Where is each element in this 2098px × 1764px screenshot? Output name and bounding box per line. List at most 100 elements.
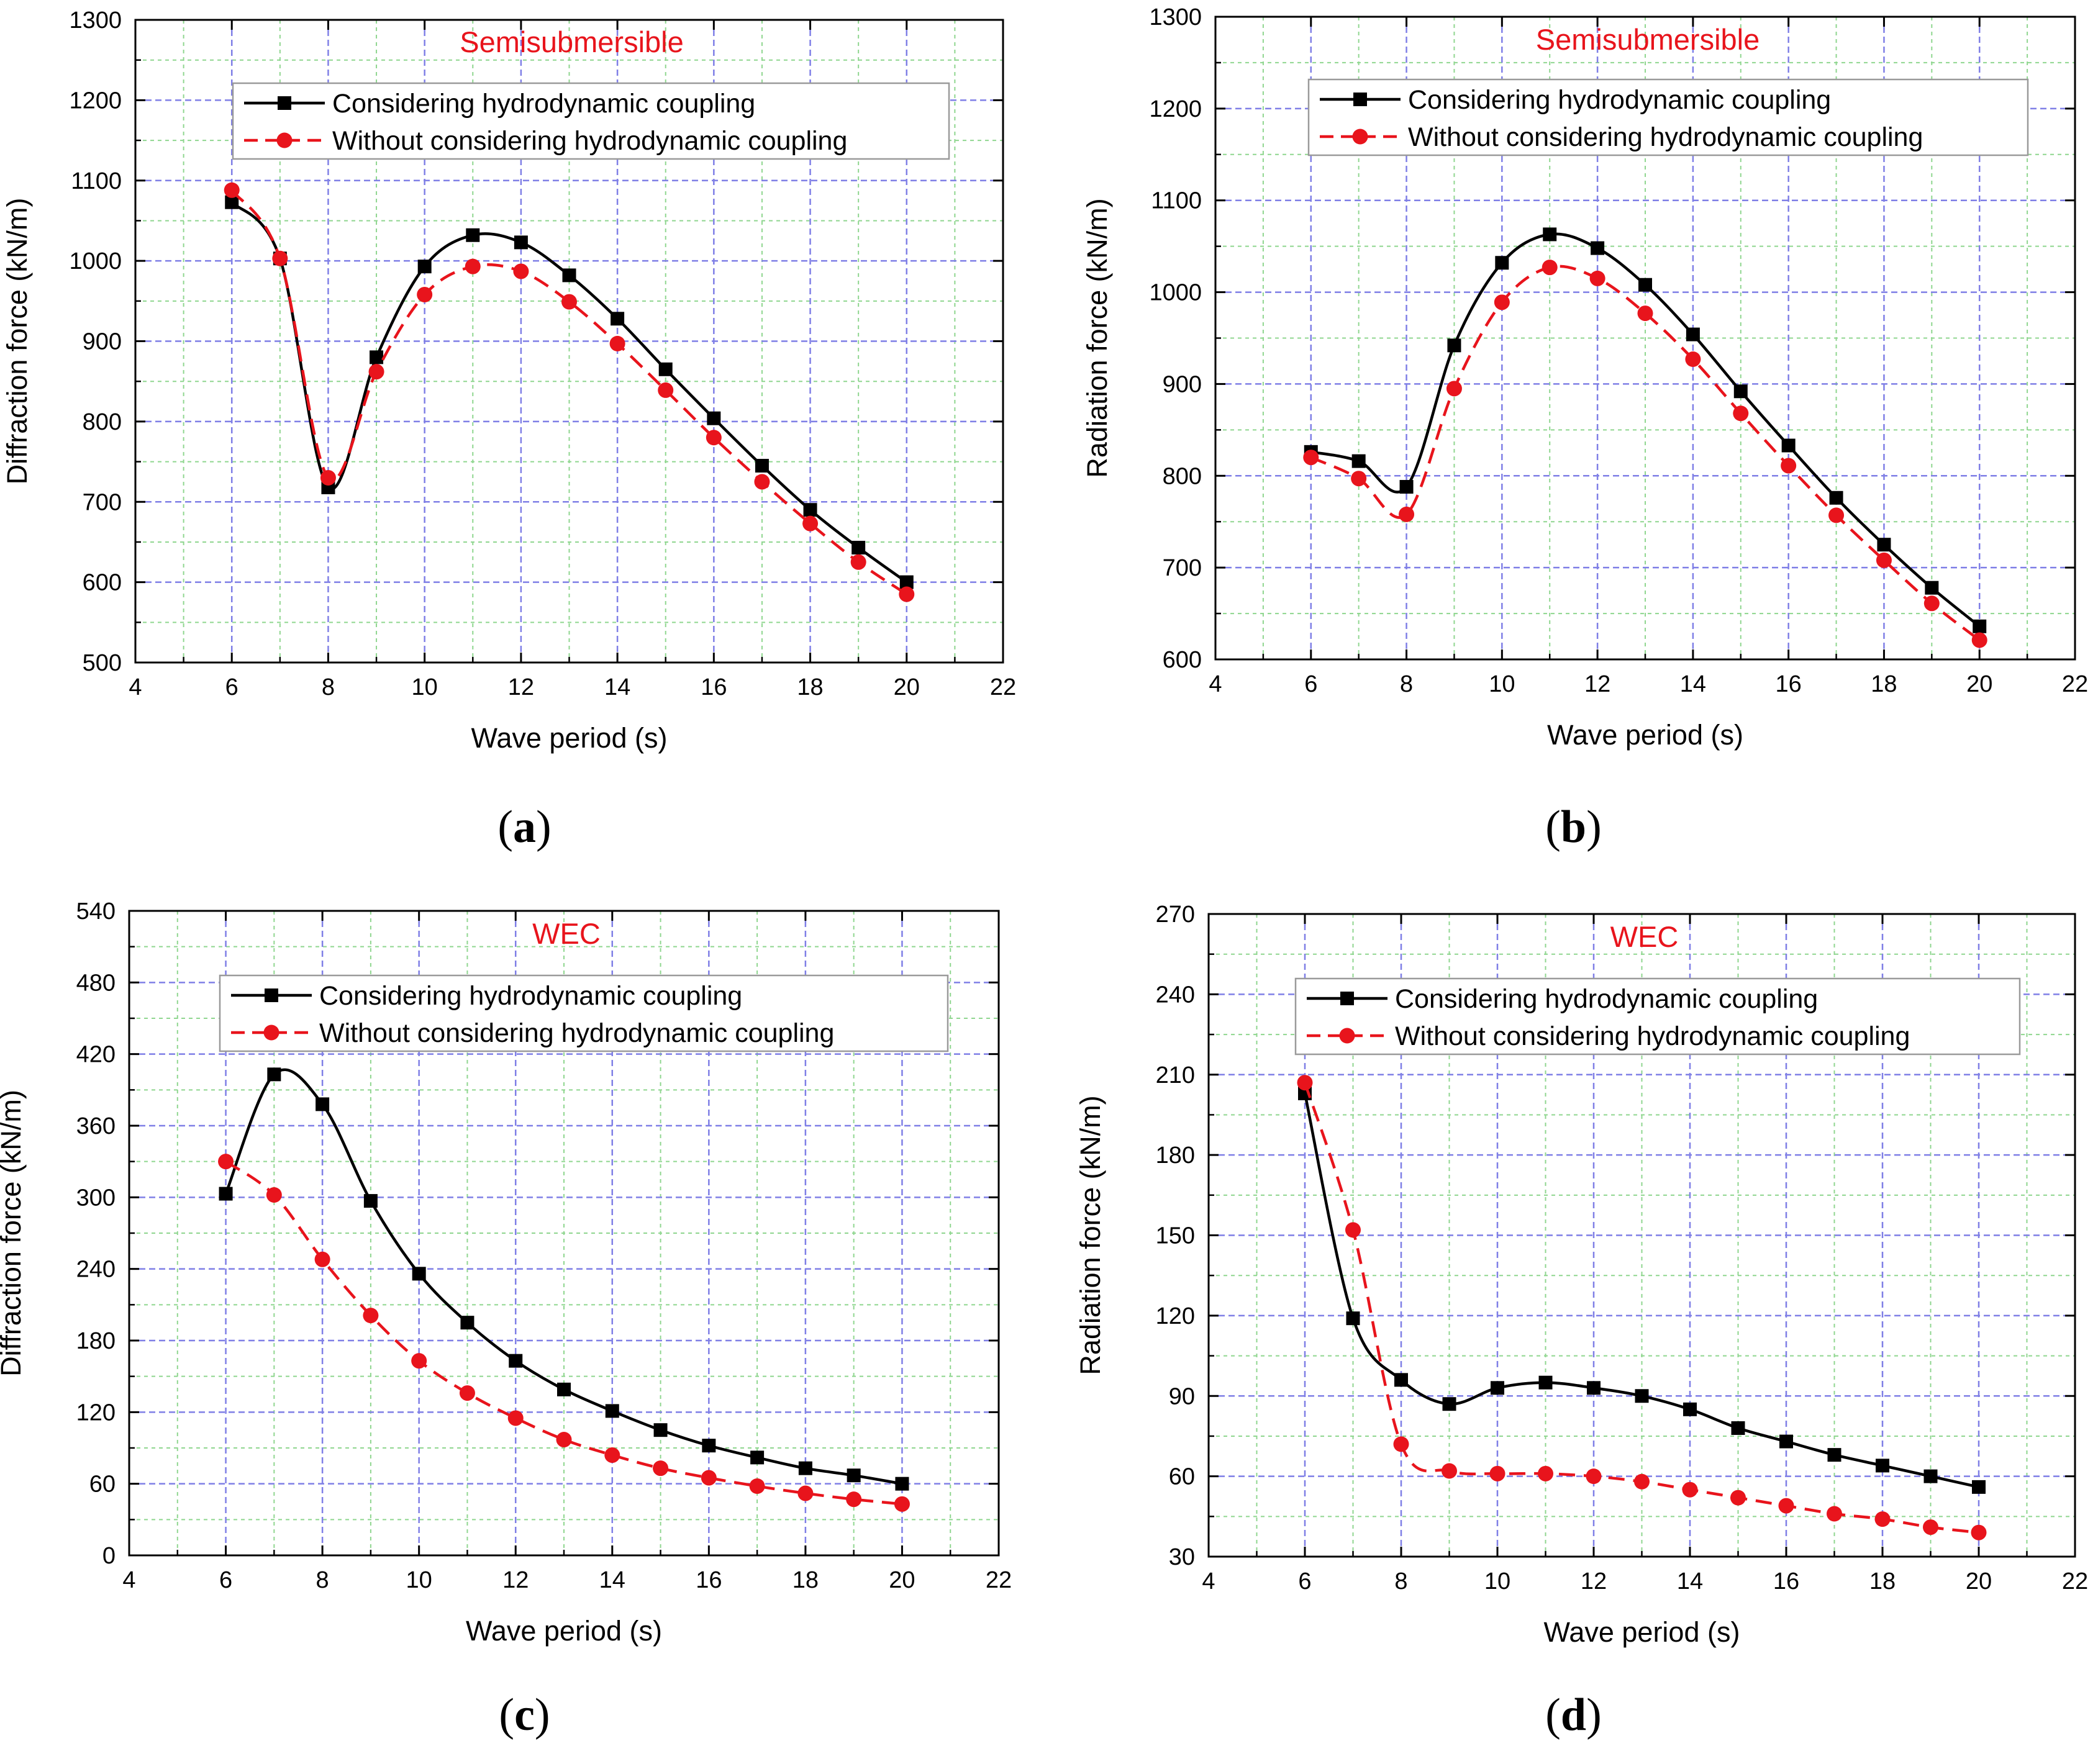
y-tick-label-c: 420: [76, 1042, 116, 1068]
data-point-b-1-7: [1637, 305, 1653, 322]
data-point-c-1-5: [459, 1385, 475, 1401]
data-point-b-1-0: [1303, 450, 1319, 466]
data-point-b-1-8: [1685, 351, 1701, 368]
data-point-d-1-6: [1586, 1468, 1602, 1485]
series-line-d-0: [1303, 1093, 1979, 1489]
legend-box-a: [232, 82, 950, 160]
data-point-d-0-14: [1972, 1480, 1986, 1494]
legend-marker-b-1: [1352, 129, 1368, 145]
data-point-d-1-11: [1827, 1506, 1842, 1522]
legend-box-d: [1294, 977, 2021, 1056]
data-point-a-1-14: [899, 586, 915, 602]
y-tick-label-a: 900: [83, 329, 122, 355]
data-point-a-1-9: [658, 382, 674, 398]
data-point-b-0-11: [1829, 491, 1843, 505]
chart-title-a: Semisubmersible: [460, 25, 683, 58]
y-axis-label-a: Diffraction force (kN/m): [1, 198, 33, 485]
legend-label-d-1: Without considering hydrodynamic couplin…: [1395, 1021, 1910, 1051]
legend-marker-a-0: [278, 96, 291, 110]
data-point-b-1-14: [1971, 632, 1987, 648]
y-tick-label-a: 700: [83, 489, 122, 515]
data-point-d-1-3: [1442, 1463, 1457, 1479]
data-point-c-1-7: [556, 1432, 572, 1448]
data-point-d-0-12: [1876, 1459, 1889, 1473]
data-point-b-0-4: [1495, 256, 1509, 270]
chart-title-c: WEC: [532, 917, 601, 950]
y-tick-label-a: 1300: [69, 7, 122, 34]
data-point-c-1-6: [507, 1410, 524, 1426]
data-point-c-0-0: [219, 1187, 233, 1201]
data-point-a-1-1: [272, 250, 288, 266]
data-point-a-0-0: [225, 195, 239, 209]
x-tick-label-c: 16: [696, 1567, 722, 1593]
legend-label-c-0: Considering hydrodynamic coupling: [319, 981, 742, 1011]
x-tick-label-a: 6: [225, 674, 238, 700]
x-tick-label-c: 4: [122, 1567, 135, 1593]
caption-b: (b): [1545, 802, 1602, 853]
legend-marker-a-1: [276, 132, 293, 148]
y-axis-label-d: Radiation force (kN/m): [1074, 1095, 1106, 1375]
data-point-c-1-2: [314, 1251, 330, 1267]
data-point-c-0-3: [363, 1194, 378, 1208]
y-tick-label-c: 180: [76, 1328, 116, 1354]
data-point-c-1-4: [411, 1353, 427, 1369]
data-point-c-0-13: [847, 1468, 861, 1483]
panel-b: 4 6 8 10 12 14 16 18 20 22 600 700 800 900 1000 1100 120…: [1049, 0, 2098, 882]
data-point-a-1-13: [850, 554, 866, 570]
y-tick-label-d: 90: [1169, 1383, 1195, 1409]
x-tick-label-a: 12: [508, 674, 534, 700]
data-point-b-1-9: [1733, 405, 1749, 422]
data-point-c-0-12: [798, 1461, 812, 1475]
data-point-d-0-3: [1442, 1397, 1456, 1411]
x-tick-label-d: 22: [2062, 1568, 2088, 1594]
y-tick-label-c: 0: [102, 1543, 116, 1569]
data-point-b-1-13: [1923, 595, 1940, 612]
x-tick-label-b: 22: [2062, 671, 2088, 697]
x-tick-label-d: 8: [1394, 1568, 1407, 1594]
data-point-c-0-8: [605, 1404, 619, 1418]
data-point-d-1-13: [1923, 1519, 1938, 1536]
data-point-c-0-14: [895, 1477, 909, 1491]
data-point-a-1-10: [706, 430, 722, 446]
data-point-a-0-3: [370, 350, 384, 364]
data-point-d-0-2: [1394, 1373, 1408, 1387]
data-point-b-1-4: [1494, 294, 1510, 310]
legend-marker-d-1: [1339, 1028, 1355, 1044]
y-tick-label-b: 700: [1163, 555, 1202, 581]
data-point-d-1-8: [1682, 1481, 1698, 1498]
data-point-c-0-9: [653, 1423, 668, 1437]
data-point-a-0-8: [611, 312, 625, 326]
data-point-c-1-1: [266, 1187, 282, 1203]
y-tick-label-c: 480: [76, 970, 116, 996]
data-point-a-0-9: [658, 362, 673, 376]
panel-a: 4 6 8 10 12 14 16 18 20 22 500 600 700 800 900 1000 1100…: [0, 0, 1049, 882]
data-point-b-0-12: [1877, 538, 1891, 552]
x-tick-label-b: 18: [1871, 671, 1897, 697]
x-tick-label-b: 16: [1776, 671, 1802, 697]
y-tick-label-c: 240: [76, 1257, 116, 1283]
chart-d: 4 6 8 10 12 14 16 18 20 22 30 60 90 120 150 180 210 240 27…: [1074, 902, 2088, 1648]
series-line-c-1: [225, 1160, 902, 1506]
x-tick-label-d: 18: [1869, 1568, 1896, 1594]
data-point-b-1-11: [1828, 507, 1845, 523]
x-tick-label-c: 12: [502, 1567, 529, 1593]
data-point-b-1-6: [1589, 270, 1605, 286]
x-tick-label-c: 10: [406, 1567, 432, 1593]
x-tick-label-b: 6: [1304, 671, 1317, 697]
chart-b: 4 6 8 10 12 14 16 18 20 22 600 700 800 900 1000 1100 120…: [1081, 4, 2088, 751]
data-point-b-0-6: [1591, 241, 1605, 255]
caption-c: (c): [499, 1689, 550, 1740]
y-tick-label-b: 800: [1163, 463, 1202, 489]
data-point-c-0-11: [750, 1450, 765, 1465]
data-point-b-0-5: [1543, 227, 1557, 242]
data-point-d-0-13: [1923, 1469, 1938, 1483]
data-point-d-0-1: [1346, 1311, 1360, 1326]
x-tick-label-d: 10: [1484, 1568, 1510, 1594]
data-point-d-0-5: [1538, 1375, 1553, 1390]
y-axis-label-b: Radiation force (kN/m): [1081, 198, 1113, 477]
x-tick-label-d: 12: [1581, 1568, 1607, 1594]
caption-a-letter: a: [513, 802, 536, 853]
data-point-b-0-2: [1399, 480, 1414, 494]
y-tick-label-b: 1200: [1149, 96, 1202, 122]
x-tick-label-c: 20: [889, 1567, 915, 1593]
